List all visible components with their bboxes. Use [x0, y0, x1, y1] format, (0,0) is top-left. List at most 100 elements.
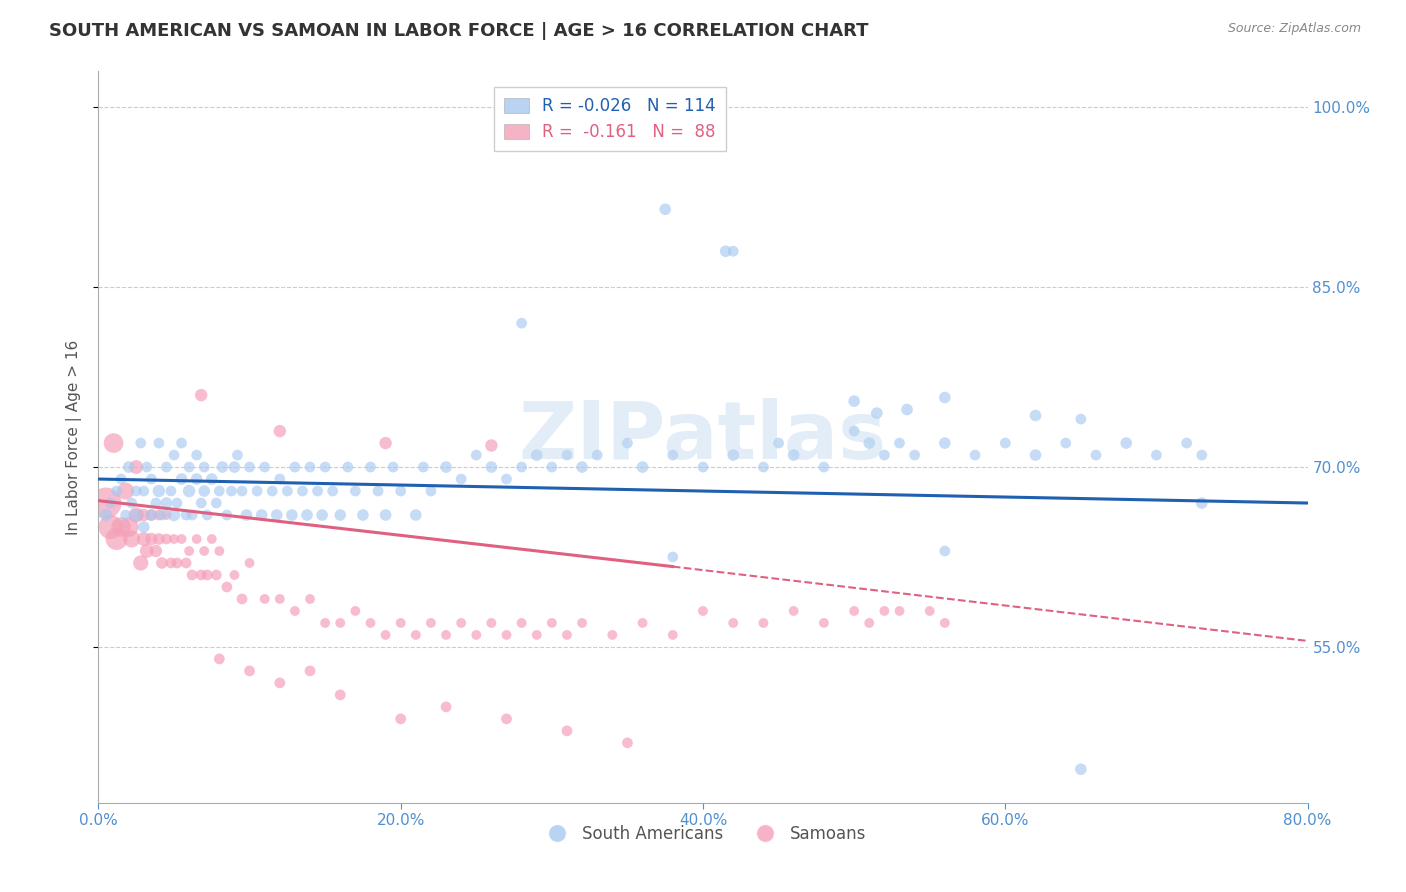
Point — [329, 688, 352, 702]
Point — [148, 436, 170, 450]
Point — [555, 628, 578, 642]
Point — [221, 483, 243, 498]
Point — [344, 604, 367, 618]
Point — [434, 628, 457, 642]
Point — [602, 628, 624, 642]
Point — [631, 615, 654, 630]
Point — [389, 712, 412, 726]
Point — [239, 664, 262, 678]
Point — [239, 460, 262, 475]
Point — [205, 496, 228, 510]
Point — [284, 604, 307, 618]
Point — [994, 436, 1017, 450]
Point — [125, 483, 148, 498]
Point — [94, 496, 117, 510]
Point — [163, 508, 186, 522]
Point — [692, 460, 714, 475]
Point — [211, 460, 233, 475]
Point — [170, 436, 193, 450]
Point — [450, 472, 472, 486]
Point — [299, 664, 322, 678]
Text: Source: ZipAtlas.com: Source: ZipAtlas.com — [1227, 22, 1361, 36]
Point — [179, 483, 201, 498]
Point — [336, 460, 359, 475]
Point — [311, 508, 333, 522]
Point — [269, 591, 291, 606]
Point — [208, 652, 231, 666]
Point — [374, 508, 396, 522]
Point — [141, 508, 163, 522]
Point — [540, 615, 562, 630]
Point — [155, 496, 177, 510]
Point — [299, 460, 322, 475]
Point — [193, 460, 215, 475]
Point — [155, 460, 177, 475]
Point — [314, 460, 336, 475]
Point — [768, 436, 790, 450]
Point — [934, 436, 956, 450]
Point — [1070, 412, 1092, 426]
Point — [195, 508, 218, 522]
Point — [1175, 436, 1198, 450]
Point — [110, 472, 132, 486]
Point — [235, 508, 257, 522]
Point — [208, 544, 231, 558]
Point — [170, 532, 193, 546]
Point — [269, 424, 291, 438]
Point — [262, 483, 284, 498]
Point — [110, 520, 132, 534]
Point — [114, 483, 136, 498]
Point — [201, 532, 224, 546]
Point — [896, 402, 918, 417]
Point — [295, 508, 318, 522]
Point — [723, 615, 745, 630]
Point — [329, 508, 352, 522]
Point — [783, 604, 806, 618]
Point — [540, 460, 562, 475]
Point — [215, 508, 238, 522]
Point — [145, 544, 167, 558]
Point — [1070, 762, 1092, 776]
Point — [934, 544, 956, 558]
Point — [181, 568, 204, 582]
Point — [783, 448, 806, 462]
Point — [141, 472, 163, 486]
Point — [155, 508, 177, 522]
Point — [132, 532, 155, 546]
Point — [405, 628, 427, 642]
Point — [135, 460, 157, 475]
Point — [105, 483, 128, 498]
Point — [1024, 409, 1046, 423]
Point — [307, 483, 329, 498]
Point — [555, 448, 578, 462]
Point — [481, 438, 503, 452]
Point — [148, 532, 170, 546]
Point — [465, 628, 488, 642]
Point — [352, 508, 374, 522]
Point — [412, 460, 434, 475]
Point — [367, 483, 389, 498]
Point — [226, 448, 249, 462]
Point — [360, 615, 382, 630]
Point — [571, 460, 593, 475]
Y-axis label: In Labor Force | Age > 16: In Labor Force | Age > 16 — [66, 340, 83, 534]
Point — [291, 483, 314, 498]
Point — [145, 496, 167, 510]
Point — [100, 496, 122, 510]
Point — [382, 460, 405, 475]
Point — [555, 723, 578, 738]
Point — [215, 580, 238, 594]
Point — [121, 532, 143, 546]
Point — [1191, 496, 1213, 510]
Point — [495, 472, 517, 486]
Point — [1085, 448, 1108, 462]
Point — [481, 615, 503, 630]
Point — [190, 568, 212, 582]
Point — [132, 483, 155, 498]
Point — [186, 448, 208, 462]
Point — [135, 544, 157, 558]
Point — [934, 391, 956, 405]
Point — [170, 472, 193, 486]
Point — [253, 591, 276, 606]
Point — [195, 568, 218, 582]
